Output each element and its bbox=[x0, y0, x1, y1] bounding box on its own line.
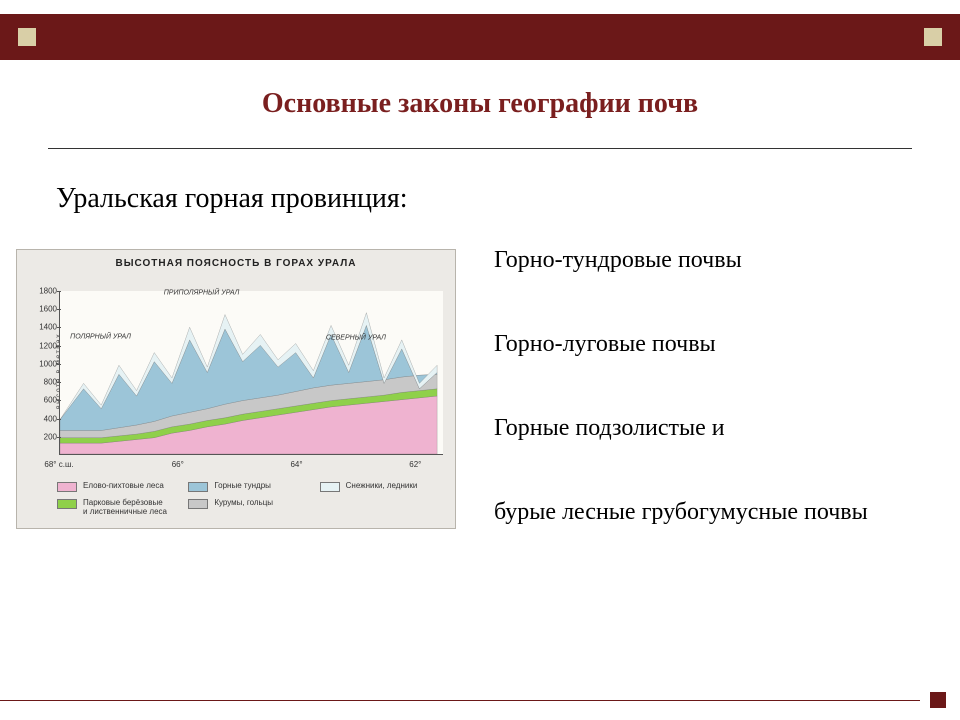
page-title: Основные законы географии почв bbox=[0, 88, 960, 120]
ytick-label: 1400 bbox=[35, 323, 57, 332]
ytick-label: 600 bbox=[35, 396, 57, 405]
legend-item: Парковые берёзовыеи лиственничные леса bbox=[57, 498, 180, 516]
legend-label: Снежники, ледники bbox=[346, 481, 418, 490]
legend-label: Горные тундры bbox=[214, 481, 271, 490]
legend-swatch bbox=[188, 482, 208, 492]
altitudinal-chart: ВЫСОТНАЯ ПОЯСНОСТЬ В ГОРАХ УРАЛА высота … bbox=[16, 249, 456, 529]
chart-svg bbox=[60, 291, 443, 454]
region-label: ПРИПОЛЯРНЫЙ УРАЛ bbox=[164, 289, 240, 296]
soil-item: Горно-тундровые почвы bbox=[494, 245, 960, 275]
soil-item: бурые лесные грубогумусные почвы bbox=[494, 497, 960, 527]
legend-item: Снежники, ледники bbox=[320, 481, 443, 492]
legend-item: Горные тундры bbox=[188, 481, 311, 492]
legend-label: Елово-пихтовые леса bbox=[83, 481, 164, 490]
chart-legend: Елово-пихтовые леса Горные тундры Снежники… bbox=[17, 471, 455, 520]
soil-list: Горно-тундровые почвы Горно-луговые почв… bbox=[476, 233, 960, 720]
footer-square bbox=[930, 692, 946, 708]
ytick-label: 800 bbox=[35, 378, 57, 387]
accent-square-left bbox=[18, 28, 36, 46]
legend-item: Курумы, гольцы bbox=[188, 498, 311, 516]
legend-swatch bbox=[320, 482, 340, 492]
legend-swatch bbox=[188, 499, 208, 509]
footer-line bbox=[0, 700, 920, 701]
ytick-label: 1800 bbox=[35, 287, 57, 296]
xtick-label: 68° с.ш. bbox=[44, 460, 73, 469]
xtick-label: 62° bbox=[409, 460, 421, 469]
region-label: ПОЛЯРНЫЙ УРАЛ bbox=[70, 333, 131, 340]
xtick-label: 64° bbox=[290, 460, 302, 469]
ytick-label: 400 bbox=[35, 414, 57, 423]
soil-item: Горно-луговые почвы bbox=[494, 329, 960, 359]
title-wrap: Основные законы географии почв bbox=[0, 60, 960, 130]
subtitle: Уральская горная провинция: bbox=[0, 149, 960, 233]
accent-square-right bbox=[924, 28, 942, 46]
legend-swatch bbox=[57, 482, 77, 492]
legend-item: Елово-пихтовые леса bbox=[57, 481, 180, 492]
soil-item: Горные подзолистые и bbox=[494, 413, 960, 443]
region-label: СЕВЕРНЫЙ УРАЛ bbox=[326, 335, 386, 342]
legend-label: Курумы, гольцы bbox=[214, 498, 273, 507]
top-spacer bbox=[0, 0, 960, 14]
ytick-label: 1000 bbox=[35, 359, 57, 368]
xtick-label: 66° bbox=[172, 460, 184, 469]
ytick-label: 1600 bbox=[35, 305, 57, 314]
chart-title: ВЫСОТНАЯ ПОЯСНОСТЬ В ГОРАХ УРАЛА bbox=[17, 250, 455, 271]
legend-label: Парковые берёзовыеи лиственничные леса bbox=[83, 498, 167, 516]
chart-plot bbox=[59, 291, 443, 455]
legend-swatch bbox=[57, 499, 77, 509]
ytick-label: 1200 bbox=[35, 341, 57, 350]
ytick-label: 200 bbox=[35, 432, 57, 441]
header-band bbox=[0, 14, 960, 60]
